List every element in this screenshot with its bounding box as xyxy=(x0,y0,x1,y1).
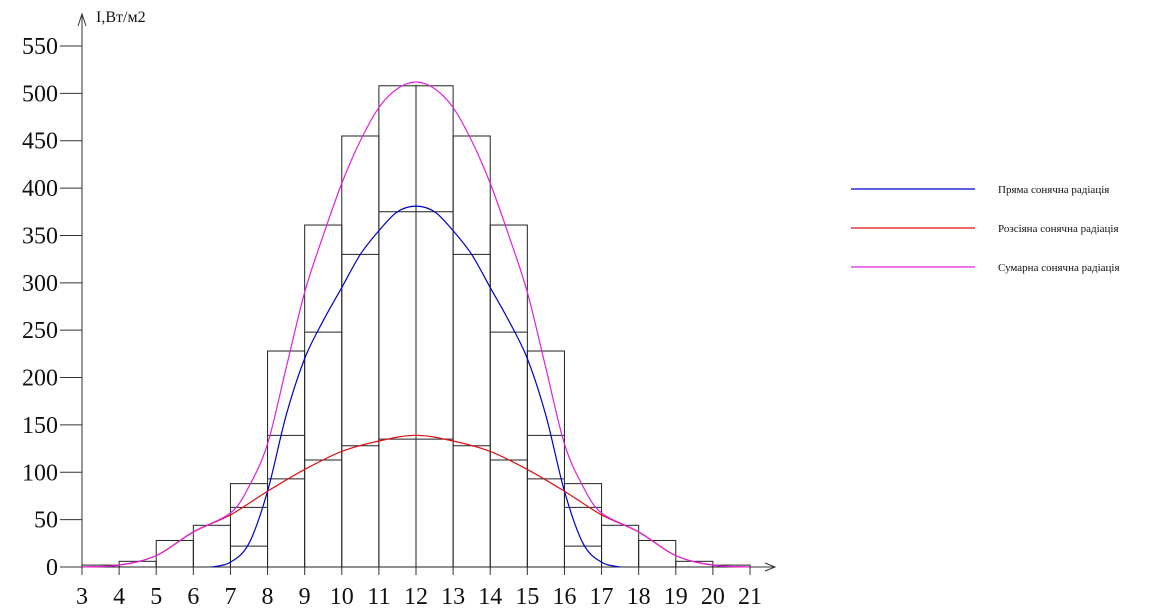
x-tick-label: 14 xyxy=(478,584,502,610)
x-tick-label: 16 xyxy=(552,584,576,610)
bar-total xyxy=(415,85,454,568)
direct-radiation-line xyxy=(211,205,621,568)
bar-total xyxy=(192,524,231,568)
x-tick-label: 20 xyxy=(701,584,725,610)
bar-total xyxy=(638,539,677,568)
x-tick-label: 7 xyxy=(224,584,236,610)
x-tick-label: 11 xyxy=(367,584,390,610)
y-tick-label: 150 xyxy=(22,413,58,439)
bar-total xyxy=(526,350,565,568)
axes: I,Вт/м2 xyxy=(77,9,777,572)
x-tick-label: 18 xyxy=(627,584,651,610)
y-tick-label: 500 xyxy=(22,81,58,107)
x-tick-label: 12 xyxy=(404,584,428,610)
bar-total xyxy=(601,524,640,568)
y-axis-label: I,Вт/м2 xyxy=(96,9,146,26)
y-tick-label: 250 xyxy=(22,318,58,344)
total-radiation-line xyxy=(81,81,751,568)
y-tick-label: 50 xyxy=(34,508,58,534)
y-tick-label: 100 xyxy=(22,460,58,486)
x-tick-label: 3 xyxy=(76,584,88,610)
x-tick-label: 15 xyxy=(515,584,539,610)
y-tick-label: 400 xyxy=(22,176,58,202)
x-tick-label: 17 xyxy=(590,584,614,610)
x-tick-label: 10 xyxy=(330,584,354,610)
x-tick-label: 21 xyxy=(738,584,762,610)
histogram-bars xyxy=(81,85,751,568)
x-tick-label: 8 xyxy=(262,584,274,610)
legend-label: Сумарна сонячна радіація xyxy=(998,262,1120,274)
y-tick-label: 300 xyxy=(22,271,58,297)
bar-total xyxy=(452,135,491,568)
x-ticks: 3 4 5 6 7 8 9 10 11 12 13 14 15 16 17 18 19 20 21 xyxy=(76,567,762,610)
x-tick-label: 6 xyxy=(187,584,199,610)
y-ticks: 0 50 100 150 200 250 300 350 400 450 500 550 xyxy=(22,34,82,581)
y-tick-label: 550 xyxy=(22,34,58,60)
x-axis-arrow xyxy=(764,562,777,572)
x-tick-label: 19 xyxy=(664,584,688,610)
bar-total xyxy=(563,483,603,568)
x-tick-label: 4 xyxy=(113,584,125,610)
y-tick-label: 450 xyxy=(22,129,58,155)
legend-label: Розсіяна сонячна радіація xyxy=(998,223,1119,235)
bar-total xyxy=(341,135,380,568)
bar-total xyxy=(267,350,306,568)
x-tick-label: 13 xyxy=(441,584,465,610)
bar-total xyxy=(489,224,528,568)
bar-total xyxy=(229,483,269,568)
y-axis-arrow xyxy=(77,12,87,27)
legend-label: Пряма сонячна радіація xyxy=(998,184,1109,196)
y-tick-label: 200 xyxy=(22,366,58,392)
x-tick-label: 9 xyxy=(299,584,311,610)
series-lines xyxy=(81,81,751,568)
bar-total xyxy=(304,224,343,568)
bar-total xyxy=(378,85,417,568)
legend: Пряма сонячна радіація Розсіяна сонячна р… xyxy=(851,184,1120,274)
x-tick-label: 5 xyxy=(150,584,162,610)
y-tick-label: 0 xyxy=(46,555,58,581)
y-tick-label: 350 xyxy=(22,223,58,249)
